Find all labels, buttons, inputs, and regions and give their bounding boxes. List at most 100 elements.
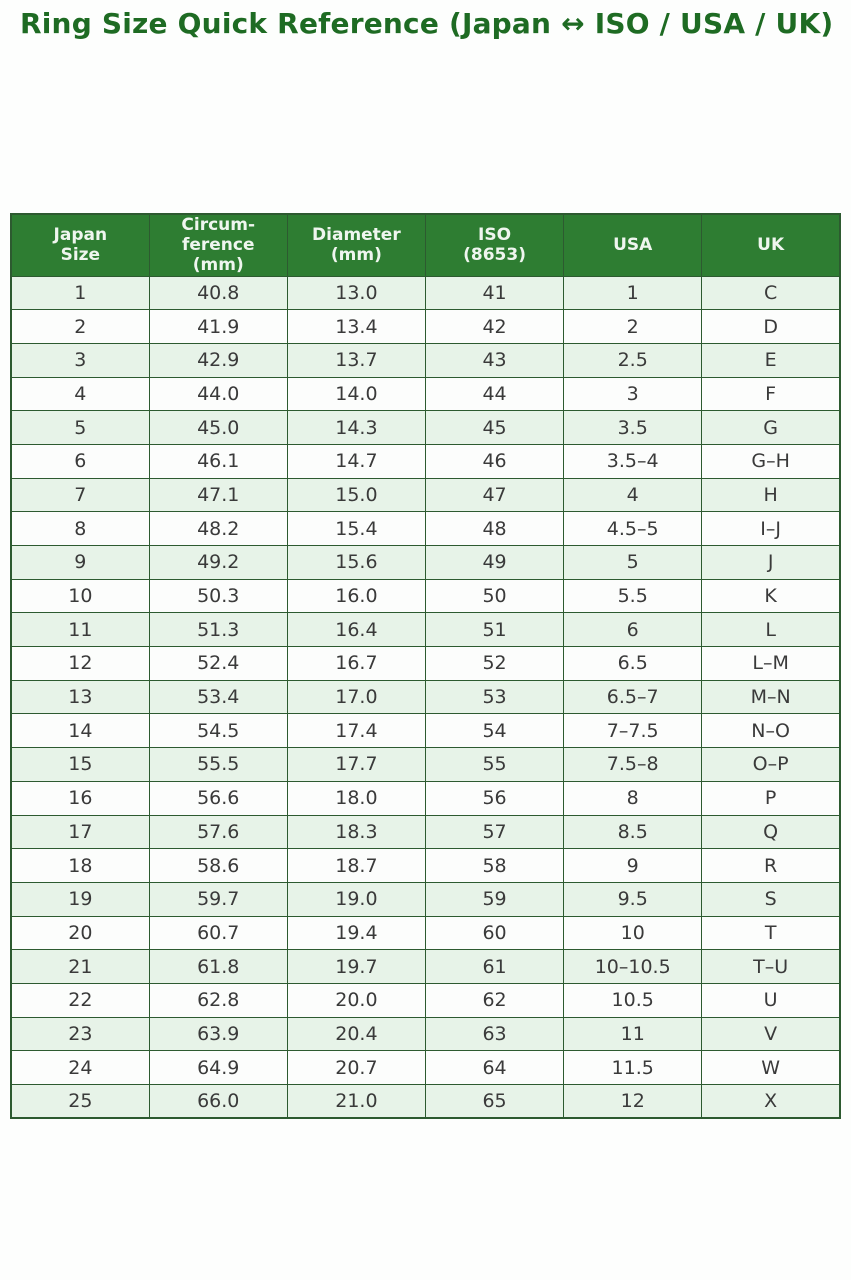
table-cell: 55 — [424, 747, 565, 782]
table-row: 21 61.8 19.7 61 10–10.5 T–U — [10, 949, 841, 984]
table-row: 22 62.8 20.0 62 10.5 U — [10, 982, 841, 1018]
table-cell: 14.0 — [286, 376, 426, 412]
column-header: UK — [701, 213, 841, 277]
table-cell: 8.5 — [563, 814, 703, 850]
table-cell: 58.6 — [148, 848, 288, 883]
table-cell: 15 — [10, 747, 150, 782]
table-row: 5 45.0 14.3 45 3.5 G — [10, 410, 841, 445]
table-cell: 51.3 — [148, 612, 288, 648]
table-cell: 46.1 — [148, 443, 288, 479]
table-cell: 44 — [424, 376, 565, 412]
table-row: 3 42.9 13.7 43 2.5 E — [10, 342, 841, 378]
table-cell: 10 — [10, 578, 150, 614]
table-cell: J — [701, 545, 841, 580]
table-cell: I–J — [701, 511, 841, 546]
table-cell: C — [701, 275, 841, 311]
table-cell: 16.7 — [286, 646, 426, 681]
table-cell: 6.5–7 — [563, 679, 703, 715]
table-cell: 21 — [10, 949, 150, 984]
table-row: 17 57.6 18.3 57 8.5 Q — [10, 814, 841, 850]
table-cell: 58 — [424, 848, 565, 883]
table-row: 1 40.8 13.0 41 1 C — [10, 275, 841, 311]
table-cell: 10.5 — [563, 982, 703, 1018]
table-cell: 11 — [10, 612, 150, 648]
table-cell: 4 — [10, 376, 150, 412]
table-row: 9 49.2 15.6 49 5 J — [10, 545, 841, 580]
table-cell: G — [701, 410, 841, 445]
table-cell: 6.5 — [563, 646, 703, 681]
table-cell: H — [701, 477, 841, 513]
page-title: Ring Size Quick Reference (Japan ↔ ISO /… — [20, 7, 834, 40]
table-cell: 46 — [424, 443, 565, 479]
table-cell: 65 — [424, 1084, 565, 1119]
table-cell: 52.4 — [148, 646, 288, 681]
table-cell: 3 — [563, 376, 703, 412]
table-cell: 2.5 — [563, 342, 703, 378]
table-cell: 18.7 — [286, 848, 426, 883]
table-cell: 3.5–4 — [563, 443, 703, 479]
table-cell: 14 — [10, 713, 150, 749]
table-cell: 54 — [424, 713, 565, 749]
table-cell: 15.6 — [286, 545, 426, 580]
table-cell: 19.4 — [286, 915, 426, 951]
table-row: 15 55.5 17.7 55 7.5–8 O–P — [10, 747, 841, 782]
table-cell: 57.6 — [148, 814, 288, 850]
table-cell: 7.5–8 — [563, 747, 703, 782]
table-cell: 7–7.5 — [563, 713, 703, 749]
table-cell: 48.2 — [148, 511, 288, 546]
column-header: USA — [563, 213, 703, 277]
table-cell: 4.5–5 — [563, 511, 703, 546]
table-cell: G–H — [701, 443, 841, 479]
table-cell: 47.1 — [148, 477, 288, 513]
table-cell: 10–10.5 — [563, 949, 703, 984]
table-row: 18 58.6 18.7 58 9 R — [10, 848, 841, 883]
table-cell: V — [701, 1016, 841, 1052]
table-cell: O–P — [701, 747, 841, 782]
table-cell: 6 — [563, 612, 703, 648]
table-cell: Q — [701, 814, 841, 850]
table-row: 2 41.9 13.4 42 2 D — [10, 309, 841, 344]
table-cell: 12 — [563, 1084, 703, 1119]
table-cell: 13.7 — [286, 342, 426, 378]
table-row: 11 51.3 16.4 51 6 L — [10, 612, 841, 648]
table-cell: 17.7 — [286, 747, 426, 782]
table-cell: 57 — [424, 814, 565, 850]
table-row: 4 44.0 14.0 44 3 F — [10, 376, 841, 412]
table-cell: T–U — [701, 949, 841, 984]
table-cell: 3.5 — [563, 410, 703, 445]
table-row: 8 48.2 15.4 48 4.5–5 I–J — [10, 511, 841, 546]
table-cell: 24 — [10, 1050, 150, 1085]
column-header: ISO (8653) — [424, 213, 565, 277]
table-cell: 20.7 — [286, 1050, 426, 1085]
table-cell: 60 — [424, 915, 565, 951]
table-cell: 16 — [10, 780, 150, 816]
table-cell: E — [701, 342, 841, 378]
table-cell: 52 — [424, 646, 565, 681]
table-cell: 18 — [10, 848, 150, 883]
column-header: Diameter (mm) — [286, 213, 426, 277]
table-cell: 11 — [563, 1016, 703, 1052]
table-cell: 8 — [563, 780, 703, 816]
table-cell: U — [701, 982, 841, 1018]
table-cell: 5 — [10, 410, 150, 445]
table-cell: 10 — [563, 915, 703, 951]
table-cell: 54.5 — [148, 713, 288, 749]
table-cell: 53 — [424, 679, 565, 715]
table-cell: 17.0 — [286, 679, 426, 715]
table-cell: 56 — [424, 780, 565, 816]
table-cell: 44.0 — [148, 376, 288, 412]
table-cell: 3 — [10, 342, 150, 378]
column-header: Circum- ference (mm) — [148, 213, 288, 277]
column-header: Japan Size — [10, 213, 150, 277]
table-cell: 16.4 — [286, 612, 426, 648]
table-cell: 60.7 — [148, 915, 288, 951]
table-cell: 62 — [424, 982, 565, 1018]
table-cell: 17 — [10, 814, 150, 850]
table-cell: 18.3 — [286, 814, 426, 850]
table-cell: 15.0 — [286, 477, 426, 513]
table-cell: 56.6 — [148, 780, 288, 816]
table-cell: 22 — [10, 982, 150, 1018]
table-cell: 55.5 — [148, 747, 288, 782]
table-row: 13 53.4 17.0 53 6.5–7 M–N — [10, 679, 841, 715]
table-cell: N–O — [701, 713, 841, 749]
